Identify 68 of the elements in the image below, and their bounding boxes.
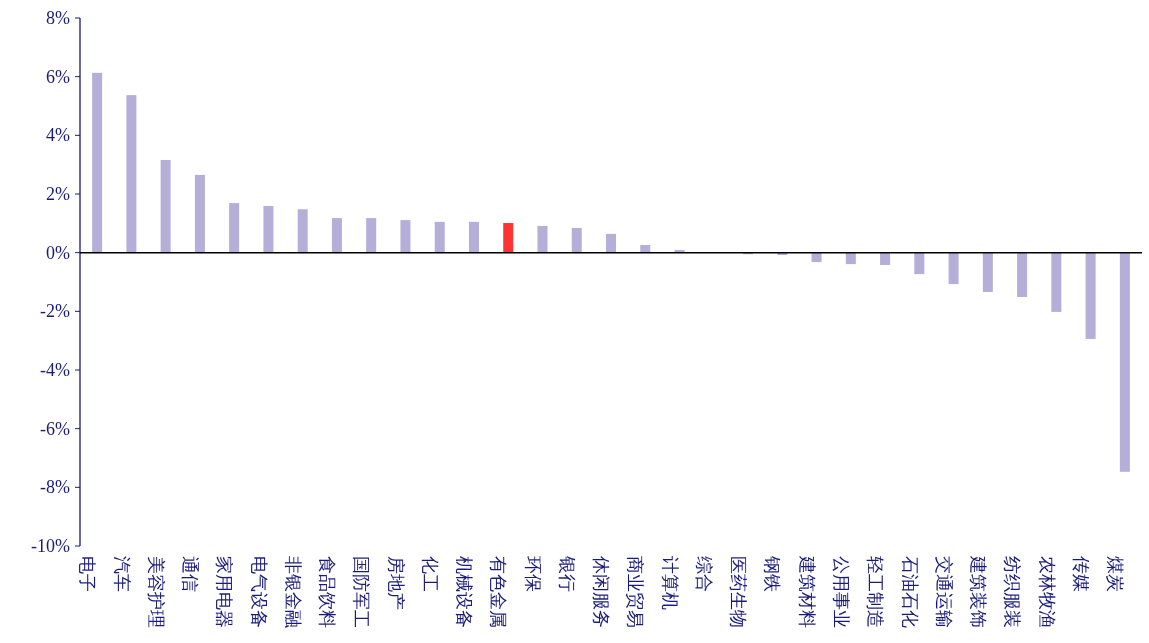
x-tick-label: 化工 [419,556,440,592]
bar [126,95,137,253]
x-tick-label: 建筑材料 [796,555,817,628]
x-tick-label: 传媒 [1070,556,1091,592]
bar [948,252,959,285]
y-tick-label: 4% [46,125,70,146]
x-tick-label: 电子 [77,556,98,592]
bar [811,252,822,263]
x-tick-label: 石油石化 [899,556,920,628]
x-tick-label: 交通运输 [933,556,954,628]
bar [229,203,240,253]
x-tick-label: 商业贸易 [625,556,646,628]
bar [537,225,548,253]
bar [982,252,993,292]
bar [400,220,411,253]
y-tick-label: -2% [40,301,70,322]
y-tick-label: -6% [40,418,70,439]
x-tick-label: 建筑装饰 [968,555,989,628]
x-tick-label: 汽车 [111,556,132,592]
x-tick-label: 公用事业 [831,556,852,628]
bar [640,245,651,253]
bar [297,209,308,253]
x-tick-label: 钢铁 [762,555,783,592]
x-tick-label: 休闲服务 [591,556,612,628]
bar [914,252,925,275]
bar [845,252,856,265]
x-tick-label: 医药生物 [728,556,749,628]
bar [468,221,479,253]
x-tick-label: 有色金属 [488,556,509,628]
bar [366,218,377,253]
y-tick-label: -4% [40,360,70,380]
x-tick-label: 非银金融 [282,556,303,628]
bar [434,221,445,253]
x-tick-label: 家用电器 [214,556,235,628]
y-tick-label: -10% [31,536,70,556]
bar [263,206,274,253]
x-tick-label: 通信 [180,556,201,592]
bar [1085,252,1096,339]
x-tick-label: 纺织服装 [1002,556,1023,628]
x-tick-label: 轻工制造 [865,556,886,628]
x-tick-label: 房地产 [385,556,406,610]
x-tick-label: 计算机 [659,556,680,610]
x-tick-label: 银行 [556,555,577,592]
bar [880,252,891,265]
bar [194,174,205,253]
x-tick-label: 电气设备 [248,556,269,628]
x-tick-label: 农林牧渔 [1036,556,1057,628]
x-tick-label: 机械设备 [454,556,475,628]
x-tick-label: 食品饮料 [317,556,338,628]
bar [1051,252,1062,312]
bar [331,218,342,253]
bar [1017,252,1028,297]
y-tick-label: 8% [46,8,70,28]
bar [1119,252,1130,472]
x-tick-label: 煤炭 [1105,556,1126,592]
bar [503,223,514,253]
x-tick-label: 美容护理 [145,556,166,628]
bar [160,159,171,253]
bar [606,233,616,253]
x-tick-label: 国防军工 [351,556,372,628]
y-tick-label: 6% [46,66,70,87]
y-tick-label: 0% [46,242,70,263]
y-tick-label: -8% [40,477,70,498]
bar [92,72,103,253]
bar [571,228,582,253]
x-tick-label: 环保 [522,556,543,592]
x-tick-label: 综合 [693,556,714,592]
y-tick-label: 2% [46,184,70,204]
